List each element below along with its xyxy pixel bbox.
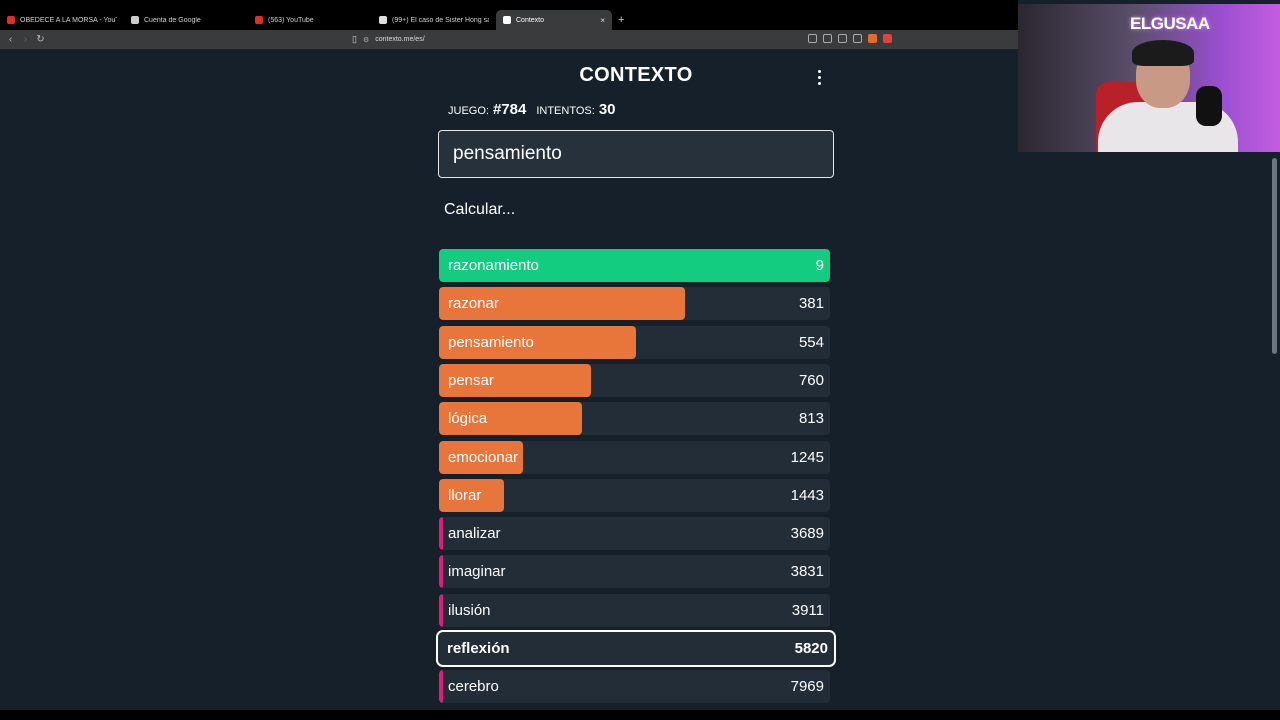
site-info-icon[interactable]: ⚙ <box>362 36 370 44</box>
menu-icon[interactable] <box>810 66 828 88</box>
result-row: emocionar 1245 <box>439 440 830 474</box>
result-rank: 9 <box>815 257 824 274</box>
back-icon[interactable]: ‹ <box>8 34 13 45</box>
result-rank: 7969 <box>790 678 824 696</box>
result-word: razonar <box>448 295 499 313</box>
brave-shield-icon[interactable] <box>868 34 877 43</box>
rewards-icon[interactable] <box>883 34 892 43</box>
game-label: JUEGO: <box>448 105 489 117</box>
result-row: ilusión 3911 <box>439 593 830 627</box>
result-word: cerebro <box>448 678 499 696</box>
browser-tab[interactable]: (563) YouTube <box>248 10 372 30</box>
game-stats: JUEGO: #784 INTENTOS: 30 <box>448 101 622 118</box>
reload-icon[interactable]: ↻ <box>36 34 45 45</box>
result-row: pensar 760 <box>439 363 830 397</box>
youtube-icon <box>7 16 15 24</box>
attempts-value: 30 <box>598 101 616 118</box>
cast-icon[interactable] <box>808 34 817 43</box>
google-icon <box>131 16 139 24</box>
browser-tab[interactable]: (99+) El caso de Sister Hong sacudió <box>372 10 496 30</box>
browser-tab-title: Contexto <box>516 16 545 24</box>
result-progress-bar <box>439 440 523 474</box>
browser-tab-title: OBEDECE A LA MORSA - YouTube <box>20 16 117 24</box>
result-rank: 381 <box>798 295 824 313</box>
attempts-label: INTENTOS: <box>536 105 595 117</box>
result-row: cerebro 7969 <box>439 670 830 704</box>
browser-tab-title: (563) YouTube <box>268 16 314 24</box>
result-rank: 3831 <box>790 563 824 581</box>
result-rank: 1245 <box>790 448 824 466</box>
result-word: pensamiento <box>448 333 534 351</box>
result-row: imaginar 3831 <box>439 555 830 589</box>
browser-tab-bar: OBEDECE A LA MORSA - YouTube Cuenta de Go… <box>0 10 1018 30</box>
result-rank: 1443 <box>790 486 824 504</box>
result-progress-bar <box>439 517 443 551</box>
webcam-person-hair <box>1132 40 1194 66</box>
webcam-microphone <box>1196 86 1222 126</box>
result-rank: 554 <box>798 333 824 351</box>
result-word: imaginar <box>448 563 506 581</box>
result-progress-bar <box>439 555 443 589</box>
result-word: analizar <box>448 525 501 543</box>
result-word: pensar <box>448 371 494 389</box>
result-row: pensamiento 554 <box>439 325 830 359</box>
result-row: llorar 1443 <box>439 478 830 512</box>
extension-icons <box>808 34 892 43</box>
close-icon[interactable]: × <box>600 15 605 25</box>
game-number: #784 <box>492 101 527 118</box>
tiktok-icon <box>379 16 387 24</box>
result-progress-bar <box>439 363 591 397</box>
result-progress-bar <box>439 670 443 704</box>
result-row: razonamiento 9 <box>439 249 830 282</box>
result-rank: 813 <box>798 410 824 428</box>
result-word: emocionar <box>448 448 519 466</box>
translate-icon[interactable] <box>823 34 832 43</box>
contexto-icon <box>503 16 511 24</box>
result-row: lógica 813 <box>439 402 830 436</box>
bottom-strip <box>0 710 1280 720</box>
result-word: reflexión <box>447 640 510 657</box>
result-progress-bar <box>439 249 830 282</box>
result-rank: 760 <box>798 371 824 389</box>
guess-input[interactable] <box>438 130 834 178</box>
address-bar[interactable]: ▯ ⚙ contexto.me/es/ <box>352 32 912 47</box>
result-rank: 5820 <box>794 640 828 657</box>
result-word: ilusión <box>448 601 491 619</box>
result-row: reflexión 5820 <box>436 630 836 667</box>
browser-tab-title: (99+) El caso de Sister Hong sacudió <box>392 16 489 24</box>
result-rank: 3689 <box>790 525 824 543</box>
result-word: lógica <box>448 410 488 428</box>
zoom-icon[interactable] <box>838 34 847 43</box>
result-word: llorar <box>448 486 482 504</box>
webcam-overlay: ELGUSAA <box>1018 4 1280 152</box>
result-progress-bar <box>439 287 685 321</box>
result-progress-bar <box>439 402 582 436</box>
forward-icon[interactable]: › <box>23 34 28 45</box>
scrollbar-thumb[interactable] <box>1272 158 1277 354</box>
result-progress-bar <box>439 478 504 512</box>
result-progress-bar <box>439 593 443 627</box>
youtube-icon <box>255 16 263 24</box>
result-rank: 3911 <box>791 601 824 619</box>
browser-toolbar: ‹ › ↻ ▯ ⚙ contexto.me/es/ <box>0 30 1018 49</box>
result-row: analizar 3689 <box>439 517 830 551</box>
bookmark-icon[interactable]: ▯ <box>352 34 357 44</box>
browser-top-strip <box>0 0 1018 10</box>
result-word: razonamiento <box>448 257 539 274</box>
result-progress-bar <box>439 325 636 359</box>
status-message: Calcular... <box>444 201 516 218</box>
webcam-logo: ELGUSAA <box>1130 14 1210 33</box>
browser-tab[interactable]: Cuenta de Google <box>124 10 248 30</box>
result-row: razonar 381 <box>439 287 830 321</box>
page-scrollbar[interactable] <box>1268 152 1280 712</box>
address-text: contexto.me/es/ <box>375 36 425 43</box>
app-title: CONTEXTO <box>579 64 693 86</box>
browser-tab-title: Cuenta de Google <box>144 16 201 24</box>
browser-tab[interactable]: OBEDECE A LA MORSA - YouTube <box>0 10 124 30</box>
new-tab-icon[interactable]: + <box>618 14 625 26</box>
share-icon[interactable] <box>853 34 862 43</box>
browser-tab[interactable]: Contexto × <box>496 10 612 30</box>
